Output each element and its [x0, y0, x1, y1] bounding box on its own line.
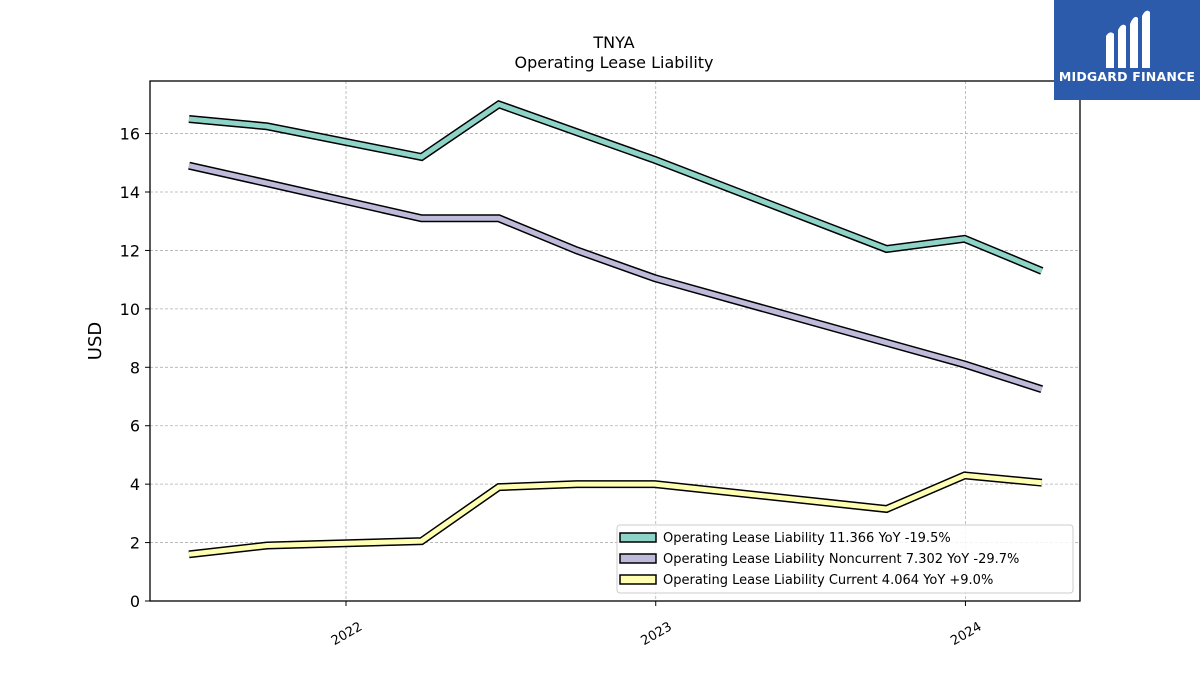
y-tick-label: 14	[120, 183, 140, 202]
chart-title: TNYA	[592, 33, 634, 52]
series-line-3	[188, 472, 1043, 557]
logo-text: MIDGARD FINANCE	[1058, 69, 1196, 84]
x-tick-label: 2024	[948, 619, 984, 649]
axes: 0 2 4 6 8 10 12 14 16 2022 2023 2024	[120, 125, 985, 649]
y-tick-label: 10	[120, 300, 140, 319]
y-tick-label: 2	[130, 534, 140, 553]
grid	[150, 81, 1080, 602]
y-axis-label: USD	[85, 322, 106, 360]
legend-box	[616, 524, 1074, 594]
brand-logo: MIDGARD FINANCE	[1054, 0, 1200, 100]
x-tick-label: 2022	[329, 619, 365, 649]
plot-frame	[149, 80, 1081, 602]
legend-swatch-1	[619, 532, 657, 543]
legend-label-1: Operating Lease Liability 11.366 YoY -19…	[663, 531, 951, 546]
y-tick-label: 4	[130, 475, 140, 494]
y-tick-label: 0	[130, 592, 140, 611]
legend-label-2: Operating Lease Liability Noncurrent 7.3…	[663, 552, 1019, 567]
legend-swatch-2	[619, 553, 657, 564]
y-tick-label: 16	[120, 125, 140, 144]
y-tick-label: 6	[130, 417, 140, 436]
series-line-2	[188, 163, 1043, 392]
legend: Operating Lease Liability 11.366 YoY -19…	[616, 524, 1074, 594]
series-line-outline-2	[188, 161, 1044, 394]
chart-subtitle: Operating Lease Liability	[514, 53, 713, 72]
logo-mark-icon	[1106, 10, 1150, 69]
legend-label-3: Operating Lease Liability Current 4.064 …	[663, 573, 993, 588]
legend-swatch-3	[619, 574, 657, 585]
series-layer	[188, 99, 1044, 559]
y-tick-label: 8	[130, 358, 140, 377]
series-line-1	[188, 101, 1043, 274]
y-tick-label: 12	[120, 241, 140, 260]
x-tick-label: 2023	[639, 619, 675, 649]
